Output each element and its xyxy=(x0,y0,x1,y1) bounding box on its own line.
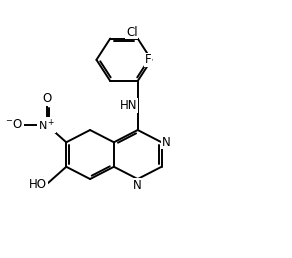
Text: HO: HO xyxy=(29,178,47,191)
Text: O: O xyxy=(42,92,51,105)
Text: F: F xyxy=(145,53,152,66)
Text: $^{-}$O: $^{-}$O xyxy=(6,118,23,131)
Text: N: N xyxy=(161,136,170,149)
Text: HN: HN xyxy=(120,99,138,112)
Text: N: N xyxy=(133,179,142,192)
Text: N$^+$: N$^+$ xyxy=(38,117,55,133)
Text: Cl: Cl xyxy=(126,26,138,39)
